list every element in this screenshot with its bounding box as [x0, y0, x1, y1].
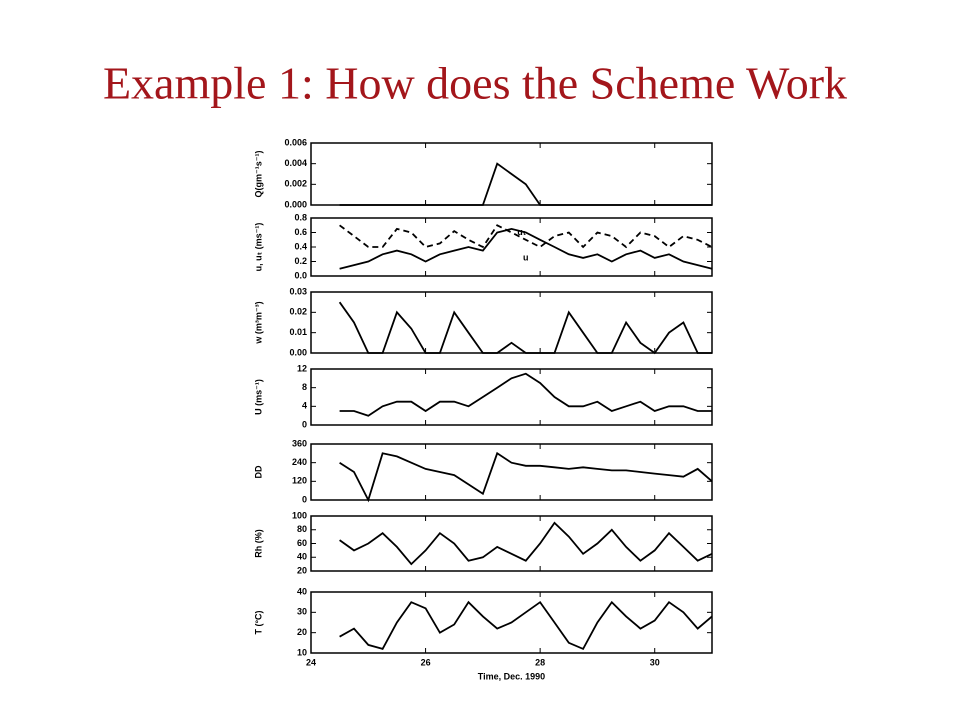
panel-frame — [310, 515, 713, 572]
data-line — [339, 521, 713, 566]
data-line — [338, 301, 712, 355]
y-tick-label: 0.000 — [284, 199, 307, 209]
panel-frame — [310, 591, 713, 654]
y-tick-label: 0.00 — [289, 347, 307, 357]
y-tick-label: 120 — [292, 476, 307, 486]
y-axis-label: w (m³m⁻³) — [253, 301, 263, 344]
x-tick-label: 26 — [421, 657, 431, 667]
y-tick-label: 0.2 — [294, 256, 307, 266]
y-tick-label: 360 — [292, 438, 307, 448]
y-tick-label: 0 — [302, 494, 307, 504]
x-tick-label: 28 — [535, 657, 545, 667]
y-tick-label: 0.03 — [289, 286, 307, 296]
y-tick-label: 8 — [302, 382, 307, 392]
y-tick-label: 0.006 — [284, 137, 307, 147]
panel-frame — [310, 217, 713, 277]
x-tick-label: 30 — [650, 657, 660, 667]
y-tick-label: 30 — [297, 607, 307, 617]
series-label: u — [523, 252, 529, 262]
y-tick-label: 0.01 — [289, 327, 307, 337]
x-tick-label: 24 — [306, 657, 316, 667]
y-tick-label: 20 — [297, 627, 307, 637]
y-axis-label: T (°C) — [253, 610, 263, 634]
panel-frame — [310, 142, 713, 206]
panel-frame — [310, 291, 713, 354]
y-axis-label: Rh (%) — [253, 529, 263, 558]
y-axis-label: DD — [253, 465, 263, 478]
y-axis-label: Q(gm⁻¹s⁻¹) — [253, 151, 263, 198]
y-axis-label: U (ms⁻¹) — [253, 379, 263, 415]
x-axis-label: Time, Dec. 1990 — [478, 671, 545, 681]
y-tick-label: 0.0 — [294, 270, 307, 280]
y-tick-label: 0.8 — [294, 212, 307, 222]
data-line — [339, 224, 713, 249]
y-tick-label: 60 — [297, 538, 307, 548]
y-tick-label: 0.02 — [289, 307, 307, 317]
data-line — [339, 162, 712, 206]
y-tick-label: 4 — [302, 401, 307, 411]
y-tick-label: 0.004 — [284, 158, 307, 168]
y-tick-label: 80 — [297, 524, 307, 534]
data-line — [339, 372, 712, 417]
slide-title: Example 1: How does the Scheme Work — [103, 58, 847, 109]
panel-frame — [310, 368, 713, 426]
y-tick-label: 40 — [297, 552, 307, 562]
y-tick-label: 240 — [292, 457, 307, 467]
y-axis-label: u, uₜ (ms⁻¹) — [253, 223, 263, 272]
data-line — [339, 600, 713, 651]
y-tick-label: 100 — [292, 510, 307, 520]
panel-frame — [310, 443, 713, 501]
y-tick-label: 12 — [297, 363, 307, 373]
data-line — [339, 227, 713, 270]
y-tick-label: 0.6 — [294, 227, 307, 237]
y-tick-label: 0.4 — [294, 241, 307, 251]
y-tick-label: 20 — [297, 565, 307, 575]
y-tick-label: 40 — [297, 586, 307, 596]
y-tick-label: 10 — [297, 647, 307, 657]
y-tick-label: 0 — [302, 419, 307, 429]
data-line — [339, 451, 713, 503]
y-tick-label: 0.002 — [284, 179, 307, 189]
